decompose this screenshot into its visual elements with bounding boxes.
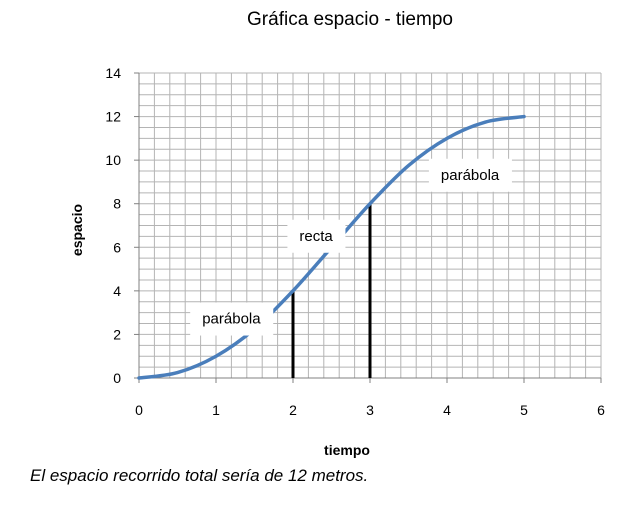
x-tick-label: 4 [443, 402, 451, 418]
annotation: parábola [190, 302, 274, 336]
y-axis-label: espacio [69, 204, 85, 256]
x-tick-label: 3 [366, 402, 374, 418]
y-tick-label: 12 [105, 109, 121, 125]
annotation-background [287, 219, 346, 253]
y-tick-label: 10 [105, 152, 121, 168]
axes [134, 72, 602, 383]
annotation-background [428, 158, 512, 192]
annotation: recta [287, 219, 346, 253]
caption: El espacio recorrido total sería de 12 m… [30, 466, 369, 485]
annotation: parábola [428, 158, 512, 192]
annotation-label: recta [299, 228, 333, 245]
x-tick-label: 2 [289, 402, 297, 418]
annotation-background [190, 302, 274, 336]
y-tick-label: 0 [113, 370, 121, 386]
y-tick-label: 8 [113, 196, 121, 212]
y-tick-label: 14 [105, 65, 121, 81]
y-tick-label: 6 [113, 239, 121, 255]
y-tick-label: 4 [113, 283, 121, 299]
vertical-markers [291, 203, 372, 378]
annotations: parábola recta parábola [190, 158, 512, 336]
annotation-label: parábola [202, 311, 261, 328]
x-tick-label: 6 [597, 402, 605, 418]
y-tick-label: 2 [113, 326, 121, 342]
y-tick-labels: 0 2 4 6 8 10 12 14 [105, 65, 121, 386]
x-tick-label: 0 [135, 402, 143, 418]
chart-title: Gráfica espacio - tiempo [247, 9, 453, 30]
x-tick-labels: 0 1 2 3 4 5 6 [135, 402, 605, 418]
x-axis-label: tiempo [324, 442, 370, 458]
x-tick-label: 1 [212, 402, 220, 418]
x-tick-label: 5 [520, 402, 528, 418]
annotation-label: parábola [441, 167, 500, 184]
